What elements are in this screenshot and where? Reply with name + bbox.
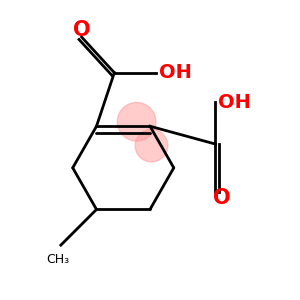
Text: OH: OH (218, 93, 251, 112)
Text: O: O (73, 20, 91, 40)
Circle shape (135, 129, 168, 162)
Text: O: O (212, 188, 230, 208)
Text: OH: OH (159, 63, 192, 82)
Text: CH₃: CH₃ (46, 253, 69, 266)
Circle shape (117, 102, 156, 141)
